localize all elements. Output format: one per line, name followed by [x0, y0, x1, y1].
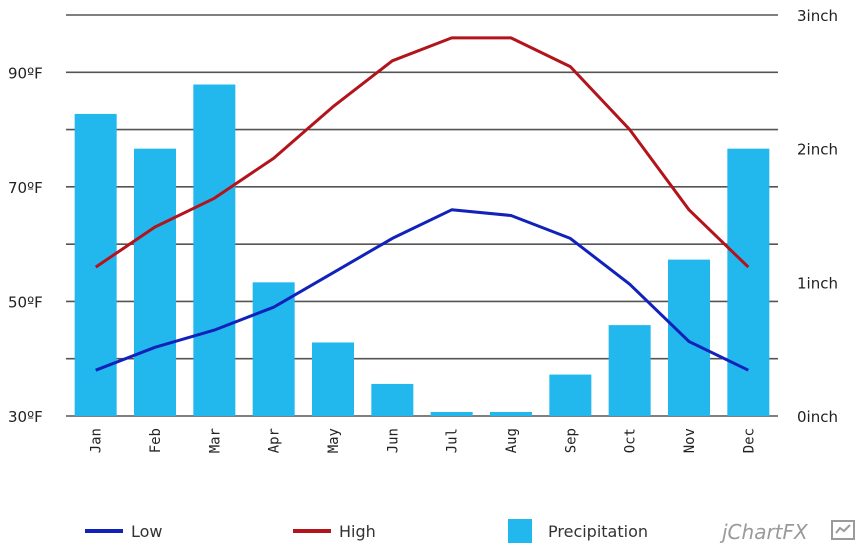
category-label-jul: Jul — [445, 428, 461, 453]
right-tick-label: 2inch — [797, 141, 838, 159]
category-label-feb: Feb — [148, 428, 164, 453]
bar-jan — [74, 113, 117, 416]
line-low — [95, 208, 749, 372]
legend-item-low: Low — [85, 522, 163, 541]
brand-logo-text: jChartFX — [719, 520, 809, 544]
category-label-jun: Jun — [385, 428, 401, 453]
bar-mar — [193, 84, 236, 417]
right-tick-label: 0inch — [797, 408, 838, 426]
category-label-mar: Mar — [207, 428, 223, 453]
bar-sep — [549, 374, 592, 416]
left-tick-label: 70ºF — [8, 179, 43, 197]
legend: Low High Precipitation — [85, 519, 648, 543]
temperature-lines — [94, 36, 750, 372]
category-label-jan: Jan — [89, 428, 105, 453]
brand-logo-icon — [831, 520, 855, 540]
category-label-aug: Aug — [504, 428, 520, 453]
category-label-may: May — [326, 428, 342, 453]
category-label-oct: Oct — [623, 428, 639, 453]
bar-nov — [668, 259, 710, 416]
legend-item-precipitation: Precipitation — [508, 519, 648, 543]
category-label-dec: Dec — [741, 428, 757, 453]
category-label-nov: Nov — [682, 428, 698, 453]
left-axis: 30ºF 50ºF 70ºF 90ºF — [8, 64, 43, 426]
legend-label: Precipitation — [548, 522, 648, 541]
bar-apr — [252, 282, 295, 416]
precipitation-bars — [74, 84, 770, 417]
legend-box-marker — [508, 519, 532, 543]
bar-may — [312, 342, 354, 416]
bar-feb — [134, 148, 176, 416]
right-tick-label: 1inch — [797, 274, 838, 292]
left-tick-label: 50ºF — [8, 293, 43, 311]
right-tick-label: 3inch — [797, 7, 838, 25]
bar-oct — [608, 325, 651, 416]
legend-label: Low — [131, 522, 163, 541]
line-high — [94, 36, 750, 269]
left-tick-label: 90ºF — [8, 64, 43, 82]
right-axis: 0inch 1inch 2inch 3inch — [797, 7, 838, 426]
left-tick-label: 30ºF — [8, 408, 43, 426]
bar-jun — [371, 383, 414, 416]
legend-item-high: High — [293, 522, 376, 541]
bar-aug — [490, 411, 532, 416]
gridlines — [66, 14, 778, 417]
category-label-apr: Apr — [267, 428, 283, 453]
legend-label: High — [339, 522, 376, 541]
category-label-sep: Sep — [563, 428, 579, 453]
bar-jul — [430, 411, 473, 416]
bar-dec — [727, 148, 770, 416]
category-axis: Jan Feb Mar Apr May Jun Jul Aug Sep Oct Nov Dec — [89, 428, 758, 453]
